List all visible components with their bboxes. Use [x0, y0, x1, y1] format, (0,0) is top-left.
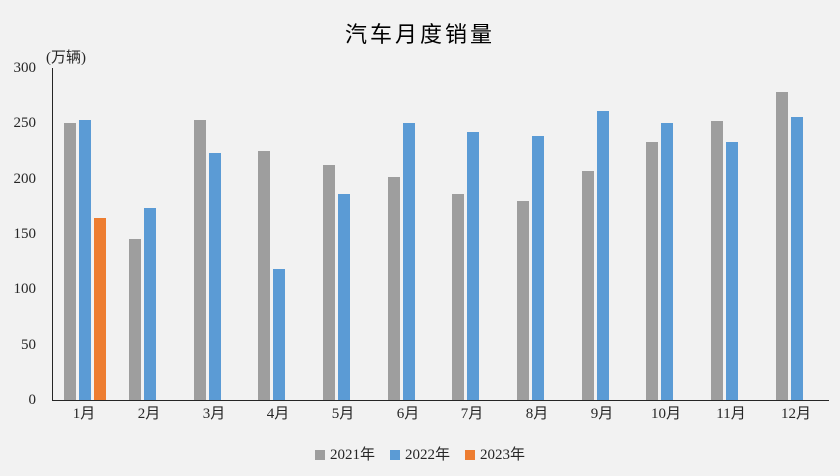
x-tick-label-1月: 1月: [72, 406, 96, 422]
x-tick-label-3月: 3月: [202, 406, 226, 422]
x-tick-label-2月: 2月: [137, 406, 161, 422]
bar-2021年-8月: [517, 201, 529, 400]
y-axis-unit-label: (万辆): [46, 50, 86, 66]
bar-2021年-12月: [776, 92, 788, 400]
x-tick-label-11月: 11月: [716, 406, 746, 422]
bar-2022年-3月: [209, 153, 221, 400]
bar-2022年-9月: [597, 111, 609, 400]
legend-item-2021年: 2021年: [314, 446, 375, 464]
y-tick-label: 50: [21, 337, 36, 353]
legend-item-2022年: 2022年: [389, 446, 450, 464]
bar-2022年-1月: [79, 120, 91, 400]
legend-swatch-icon: [314, 450, 325, 460]
bar-2022年-7月: [467, 132, 479, 400]
bar-2022年-5月: [338, 194, 350, 400]
chart-title: 汽车月度销量: [344, 22, 495, 47]
bar-2022年-12月: [791, 117, 803, 400]
bar-2021年-5月: [323, 165, 335, 400]
x-tick-label-10月: 10月: [650, 406, 681, 422]
x-tick-label-4月: 4月: [266, 406, 290, 422]
legend-item-2023年: 2023年: [465, 446, 525, 464]
bar-2023年-1月: [94, 218, 106, 400]
legend-label: 2023年: [480, 447, 526, 463]
y-tick-label: 0: [28, 392, 37, 408]
y-tick-label: 250: [13, 115, 37, 131]
bar-2021年-6月: [388, 177, 400, 400]
bar-2021年-9月: [582, 171, 594, 400]
y-tick-label: 300: [13, 60, 37, 76]
bar-2021年-10月: [646, 142, 658, 400]
plot-area: [52, 68, 829, 401]
bar-2021年-4月: [258, 151, 270, 400]
legend-swatch-icon: [465, 450, 475, 460]
bar-2021年-1月: [64, 123, 76, 400]
y-tick-label: 150: [13, 226, 37, 242]
x-tick-label-9月: 9月: [590, 406, 614, 422]
x-tick-label-8月: 8月: [525, 406, 549, 422]
bar-2022年-10月: [661, 123, 673, 400]
bar-2021年-11月: [711, 121, 723, 400]
x-tick-label-12月: 12月: [780, 406, 811, 422]
x-tick-label-7月: 7月: [460, 406, 484, 422]
bar-2022年-11月: [726, 142, 738, 400]
legend-swatch-icon: [389, 450, 400, 460]
y-tick-label: 200: [13, 171, 37, 187]
bar-2022年-6月: [403, 123, 415, 400]
bar-2022年-2月: [144, 208, 156, 400]
legend-label: 2022年: [404, 447, 450, 463]
bar-2021年-7月: [452, 194, 464, 400]
x-tick-label-6月: 6月: [396, 406, 420, 422]
bar-2022年-8月: [532, 136, 544, 400]
bar-2022年-4月: [273, 269, 285, 400]
bar-2021年-3月: [194, 120, 206, 400]
legend-label: 2021年: [329, 447, 375, 463]
x-tick-label-5月: 5月: [331, 406, 355, 422]
legend: 2021年 2022年 2023年: [0, 446, 840, 464]
y-tick-label: 100: [13, 281, 37, 297]
bar-2021年-2月: [129, 239, 141, 400]
